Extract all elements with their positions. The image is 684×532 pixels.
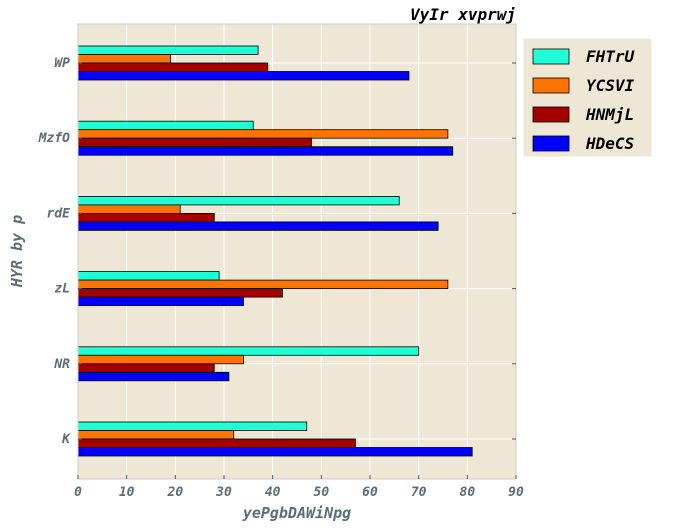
x-tick-label-9: 90	[508, 485, 524, 500]
bar-YCSVI-zL	[77, 279, 449, 290]
y-tick-label-0: K	[61, 432, 71, 447]
x-axis-label: yePgbDAWiNpg	[242, 504, 351, 522]
bar-HNMjL-MzfO	[77, 137, 313, 148]
legend-swatch-HDeCS	[532, 135, 570, 152]
bar-FHTrU-rdE	[77, 195, 400, 206]
bar-YCSVI-WP	[77, 54, 171, 64]
x-tick-label-2: 20	[167, 485, 184, 500]
bar-HNMjL-WP	[77, 62, 269, 72]
bar-HNMjL-NR	[77, 363, 215, 373]
bar-FHTrU-MzfO	[77, 120, 254, 131]
bar-FHTrU-WP	[77, 45, 259, 55]
y-tick-label-5: WP	[54, 56, 70, 71]
bar-HDeCS-MzfO	[77, 146, 454, 156]
bar-FHTrU-NR	[77, 346, 420, 356]
legend-swatch-FHTrU	[532, 48, 570, 65]
x-tick-label-5: 50	[314, 485, 330, 500]
y-tick-label-4: MzfO	[38, 131, 70, 146]
legend: FHTrU YCSVI HNMjL HDeCS	[523, 38, 652, 157]
chart-title: VyIr xvprwj	[410, 5, 516, 24]
bar-HDeCS-zL	[77, 296, 244, 307]
bar-FHTrU-zL	[77, 271, 220, 281]
ticks-group: 0 10 20 30 40 50 60 70 80 90 K NR zL rdE MzfO WP	[38, 56, 524, 500]
bar-YCSVI-MzfO	[77, 129, 449, 139]
x-tick-label-1: 10	[119, 485, 135, 500]
bar-HDeCS-WP	[77, 71, 410, 81]
x-tick-label-6: 60	[362, 485, 378, 500]
y-axis-label: HYR by p	[8, 215, 26, 288]
bars-group	[77, 45, 473, 457]
y-tick-label-3: rdE	[47, 206, 71, 221]
bar-FHTrU-K	[77, 421, 308, 431]
bar-YCSVI-NR	[77, 354, 244, 365]
bar-HNMjL-zL	[77, 288, 283, 298]
plot-frame	[77, 23, 517, 480]
plot-background	[78, 24, 516, 479]
y-tick-label-2: zL	[54, 282, 70, 297]
x-tick-label-3: 30	[215, 485, 232, 500]
x-tick-label-7: 70	[411, 485, 427, 500]
legend-swatch-HNMjL	[532, 106, 570, 123]
bar-YCSVI-K	[77, 430, 235, 440]
bar-YCSVI-rdE	[77, 204, 181, 214]
bar-HNMjL-rdE	[77, 212, 215, 223]
legend-label-FHTrU: FHTrU	[586, 47, 635, 66]
x-tick-label-8: 80	[460, 485, 476, 500]
legend-label-YCSVI: YCSVI	[586, 76, 635, 95]
bar-HNMjL-K	[77, 438, 356, 448]
bar-HDeCS-NR	[77, 371, 230, 382]
legend-swatch-YCSVI	[532, 77, 570, 94]
y-tick-label-1: NR	[53, 357, 70, 372]
bar-HDeCS-rdE	[77, 221, 439, 231]
bar-HDeCS-K	[77, 447, 473, 457]
legend-label-HNMjL: HNMjL	[585, 105, 634, 124]
legend-label-HDeCS: HDeCS	[585, 134, 635, 153]
x-tick-label-4: 40	[265, 485, 281, 500]
x-tick-label-0: 0	[74, 485, 82, 500]
